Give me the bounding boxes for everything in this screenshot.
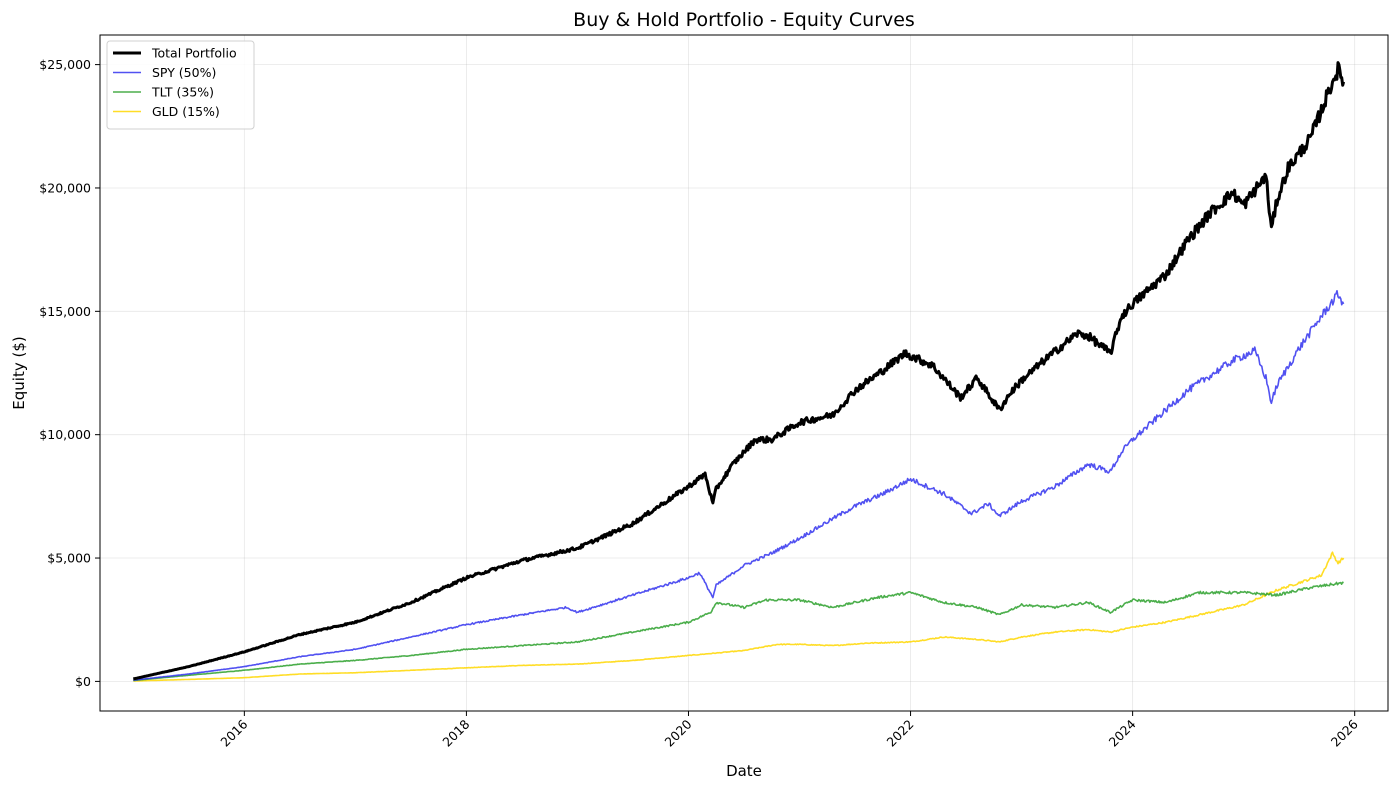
legend: Total Portfolio SPY (50%) TLT (35%) GLD (15… [106,40,255,130]
series-line [133,581,1344,682]
x-tick-label: 2024 [1106,716,1139,749]
series-line [132,61,1346,681]
legend-entry: SPY (50%) [152,65,216,80]
y-tick-label: $0 [75,674,91,689]
x-axis: 2016 2018 2020 2022 2024 2026 [217,711,1361,750]
series-lines [132,61,1346,682]
y-tick-label: $20,000 [39,180,91,195]
legend-entry: Total Portfolio [151,46,237,61]
y-axis-label: Equity ($) [10,336,28,409]
series-line [133,290,1345,681]
series-line [133,551,1345,682]
legend-entry: GLD (15%) [152,104,220,119]
x-tick-label: 2018 [439,716,472,749]
x-axis-label: Date [726,762,762,780]
plot-frame [99,34,1389,712]
y-tick-label: $5,000 [47,551,91,566]
x-tick-label: 2016 [217,716,250,749]
legend-entry: TLT (35%) [151,85,214,100]
x-tick-label: 2026 [1328,716,1361,749]
legend-box [106,40,255,130]
y-tick-label: $15,000 [39,304,91,319]
x-tick-label: 2022 [884,717,917,750]
y-tick-label: $10,000 [39,427,91,442]
x-tick-label: 2020 [662,716,695,749]
grid [100,35,1388,711]
chart-title: Buy & Hold Portfolio - Equity Curves [573,9,915,31]
y-tick-label: $25,000 [39,57,91,72]
y-axis: $0 $5,000 $10,000 $15,000 $20,000 $25,000 [39,57,100,689]
